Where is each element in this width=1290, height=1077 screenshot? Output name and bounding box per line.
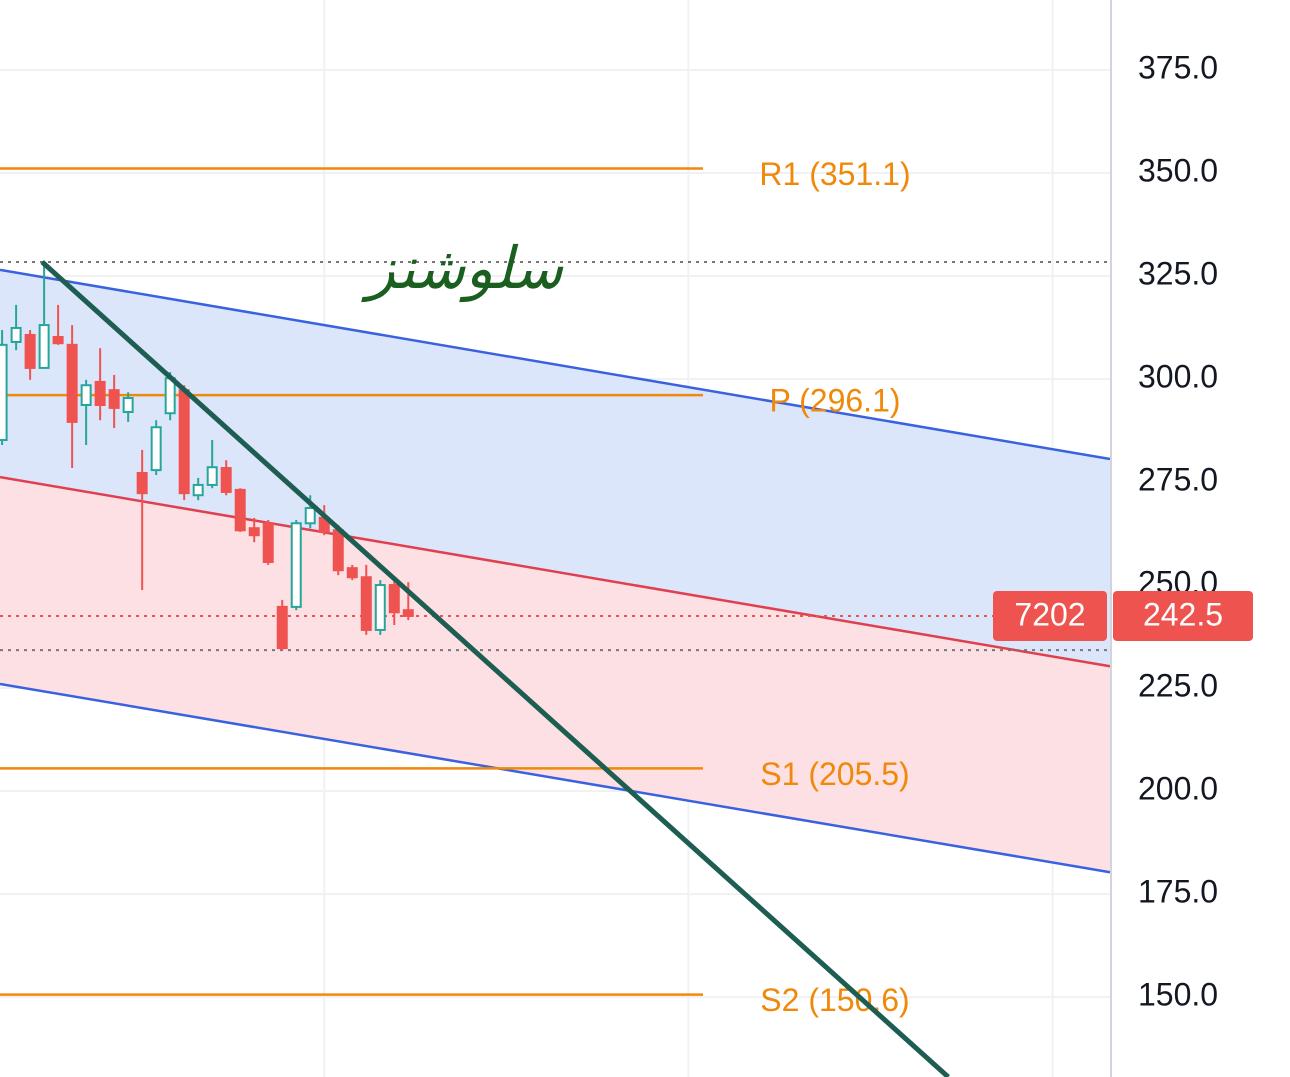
candle-body bbox=[136, 471, 148, 495]
annotation: سلوشنز bbox=[361, 234, 564, 303]
candle-body bbox=[66, 343, 78, 423]
candle-body bbox=[52, 336, 64, 345]
y-tick-label: 325.0 bbox=[1138, 256, 1218, 292]
y-tick-label: 300.0 bbox=[1138, 359, 1218, 395]
candle-body bbox=[122, 397, 134, 414]
candle-body bbox=[346, 567, 358, 579]
candle-body bbox=[374, 584, 386, 631]
price-box bbox=[1113, 590, 1253, 641]
pivot-label: S1 (205.5) bbox=[760, 756, 909, 792]
y-tick-label: 200.0 bbox=[1138, 771, 1218, 807]
candle-body bbox=[248, 527, 260, 537]
candle-body bbox=[80, 384, 92, 407]
channel-fill bbox=[0, 477, 1110, 873]
y-tick-label: 275.0 bbox=[1138, 462, 1218, 498]
candle-body bbox=[290, 522, 302, 608]
candle-body bbox=[0, 343, 8, 442]
overlay: R1 (351.1) P (296.1) S1 (205.5) S2 (150.6) س… bbox=[40, 156, 950, 1077]
pivot-label: P (296.1) bbox=[769, 383, 900, 419]
candle-body bbox=[360, 576, 372, 631]
candle-body bbox=[108, 389, 120, 409]
y-tick-label: 375.0 bbox=[1138, 49, 1218, 85]
price-label: 242.5 bbox=[1143, 596, 1223, 632]
y-tick-label: 350.0 bbox=[1138, 152, 1218, 188]
candle-body bbox=[10, 326, 22, 343]
trendline bbox=[40, 260, 950, 1077]
candle-body bbox=[206, 466, 218, 486]
y-axis: 150.0175.0200.0225.0250.0275.0300.0325.0… bbox=[993, 49, 1253, 1013]
pivot-label: S2 (150.6) bbox=[760, 982, 909, 1018]
candle-body bbox=[234, 488, 246, 532]
candles bbox=[0, 262, 414, 651]
candle-body bbox=[304, 507, 316, 525]
y-tick-label: 150.0 bbox=[1138, 977, 1218, 1013]
channel-upper bbox=[0, 268, 1111, 461]
candle-body bbox=[164, 377, 176, 415]
candle-body bbox=[150, 426, 162, 472]
channel-fill bbox=[0, 269, 1110, 667]
countdown-label: 7202 bbox=[1014, 596, 1085, 632]
candle-body bbox=[332, 529, 344, 572]
channel-lower bbox=[0, 682, 1111, 874]
candle-body bbox=[388, 584, 400, 614]
candle-body bbox=[262, 522, 274, 563]
candle-body bbox=[94, 380, 106, 407]
candle-body bbox=[178, 389, 190, 495]
levels bbox=[0, 167, 1110, 996]
y-tick-label: 175.0 bbox=[1138, 874, 1218, 910]
channel bbox=[0, 268, 1111, 874]
countdown-box bbox=[993, 590, 1107, 641]
candle-body bbox=[38, 324, 50, 369]
candle-body bbox=[402, 609, 414, 617]
channel-middle bbox=[0, 475, 1111, 668]
pivot-label: R1 (351.1) bbox=[759, 156, 910, 192]
candle-body bbox=[220, 467, 232, 493]
candle-body bbox=[276, 605, 288, 650]
candle-body bbox=[192, 483, 204, 497]
candle-body bbox=[24, 333, 36, 369]
y-tick-label: 225.0 bbox=[1138, 668, 1218, 704]
